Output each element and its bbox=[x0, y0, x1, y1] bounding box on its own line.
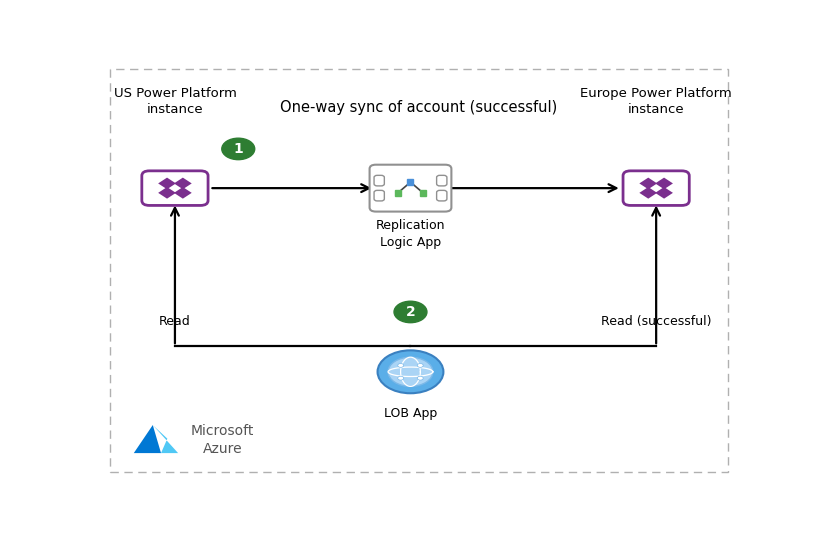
Polygon shape bbox=[651, 185, 661, 191]
FancyBboxPatch shape bbox=[369, 165, 451, 212]
Polygon shape bbox=[640, 187, 657, 199]
Text: Read (successful): Read (successful) bbox=[600, 315, 712, 328]
FancyBboxPatch shape bbox=[142, 171, 208, 205]
Polygon shape bbox=[174, 187, 192, 199]
Text: LOB App: LOB App bbox=[384, 407, 437, 420]
Polygon shape bbox=[655, 187, 673, 199]
Circle shape bbox=[394, 301, 427, 323]
Text: Read: Read bbox=[159, 315, 191, 328]
Polygon shape bbox=[174, 177, 192, 189]
Circle shape bbox=[388, 357, 433, 386]
Circle shape bbox=[398, 363, 404, 367]
Polygon shape bbox=[153, 425, 178, 453]
Circle shape bbox=[377, 351, 444, 393]
Polygon shape bbox=[655, 177, 673, 189]
Circle shape bbox=[417, 376, 423, 380]
Circle shape bbox=[398, 376, 404, 380]
FancyBboxPatch shape bbox=[623, 171, 690, 205]
Text: Replication
Logic App: Replication Logic App bbox=[376, 219, 445, 249]
Text: Europe Power Platform
instance: Europe Power Platform instance bbox=[580, 87, 732, 116]
Circle shape bbox=[417, 363, 423, 367]
Circle shape bbox=[221, 138, 255, 160]
Polygon shape bbox=[170, 185, 180, 191]
Polygon shape bbox=[158, 187, 176, 199]
Polygon shape bbox=[134, 425, 161, 453]
Text: Microsoft
Azure: Microsoft Azure bbox=[191, 425, 254, 456]
Text: One-way sync of account (successful): One-way sync of account (successful) bbox=[280, 100, 557, 115]
Polygon shape bbox=[640, 177, 657, 189]
Text: 1: 1 bbox=[234, 142, 243, 156]
Text: 2: 2 bbox=[405, 305, 415, 319]
Polygon shape bbox=[158, 177, 176, 189]
Text: US Power Platform
instance: US Power Platform instance bbox=[114, 87, 236, 116]
